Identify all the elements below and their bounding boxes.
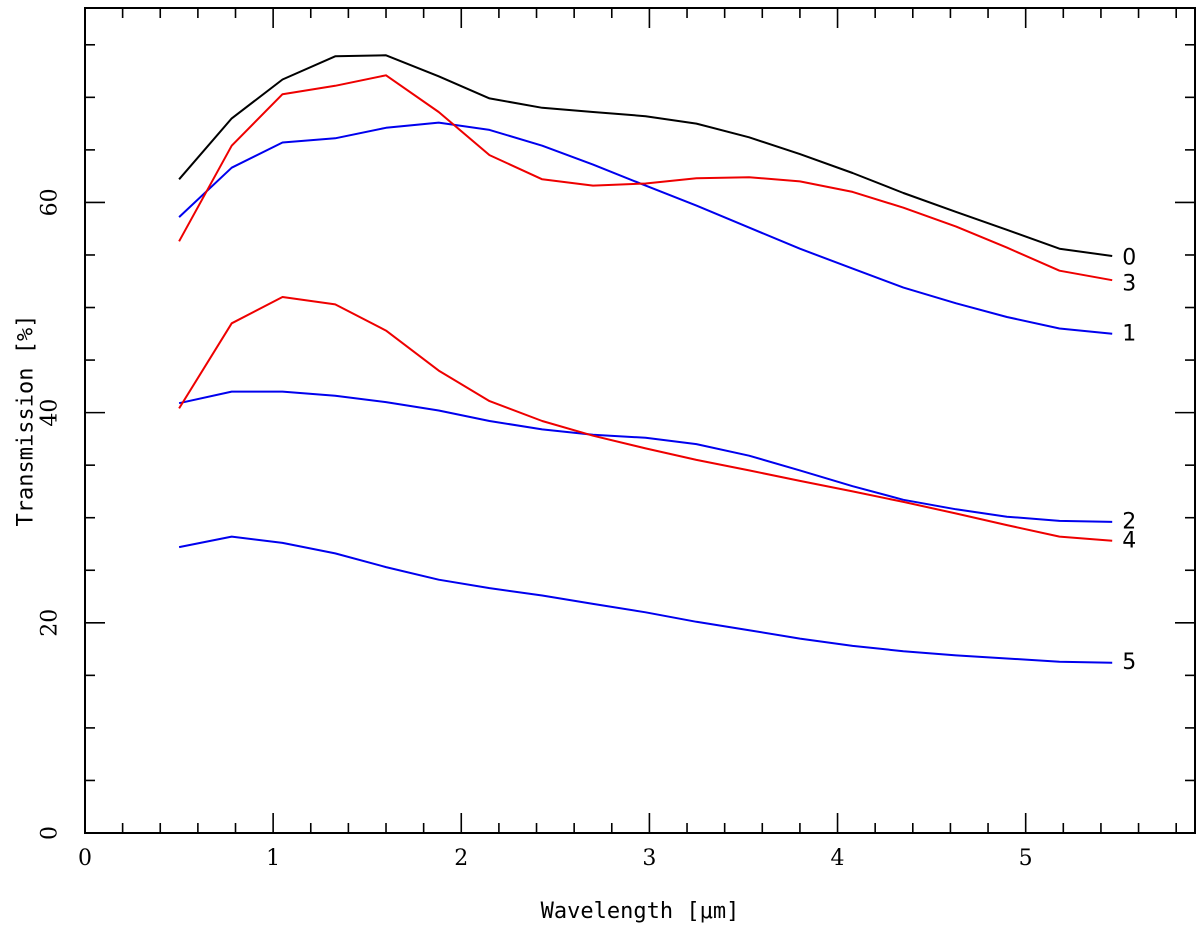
y-tick-label: 40 [38,399,63,427]
series-5-line [178,535,1113,664]
series-0-line [178,54,1113,257]
x-tick-label: 0 [78,846,92,871]
series-4-label: 4 [1122,528,1136,553]
series-3-label: 3 [1122,272,1136,297]
series-1-label: 1 [1122,321,1136,346]
series-5-label: 5 [1122,650,1136,675]
x-tick-label: 3 [642,846,656,871]
series-lines [178,54,1113,664]
y-tick-label: 60 [38,188,63,216]
series-3-line [178,74,1113,282]
x-tick-label: 5 [1019,846,1033,871]
x-tick-label: 1 [266,846,280,871]
plot-frame [84,7,1196,834]
y-tick-label: 20 [38,609,63,637]
y-axis-label: Transmission [%] [14,315,39,527]
series-2-line [178,390,1113,523]
series-0-label: 0 [1122,246,1136,271]
series-labels: 0 1 2 3 4 5 [1122,246,1136,676]
x-tick-label: 2 [454,846,468,871]
series-4-line [178,296,1113,542]
x-axis-label: Wavelength [μm] [541,899,740,924]
x-tick-label: 4 [831,846,845,871]
series-2-label: 2 [1122,509,1136,534]
series-1-line [178,121,1113,335]
y-tick-label: 0 [38,826,63,840]
tick-labels: 0 1 2 3 4 5 0 20 40 60 [38,188,1033,871]
